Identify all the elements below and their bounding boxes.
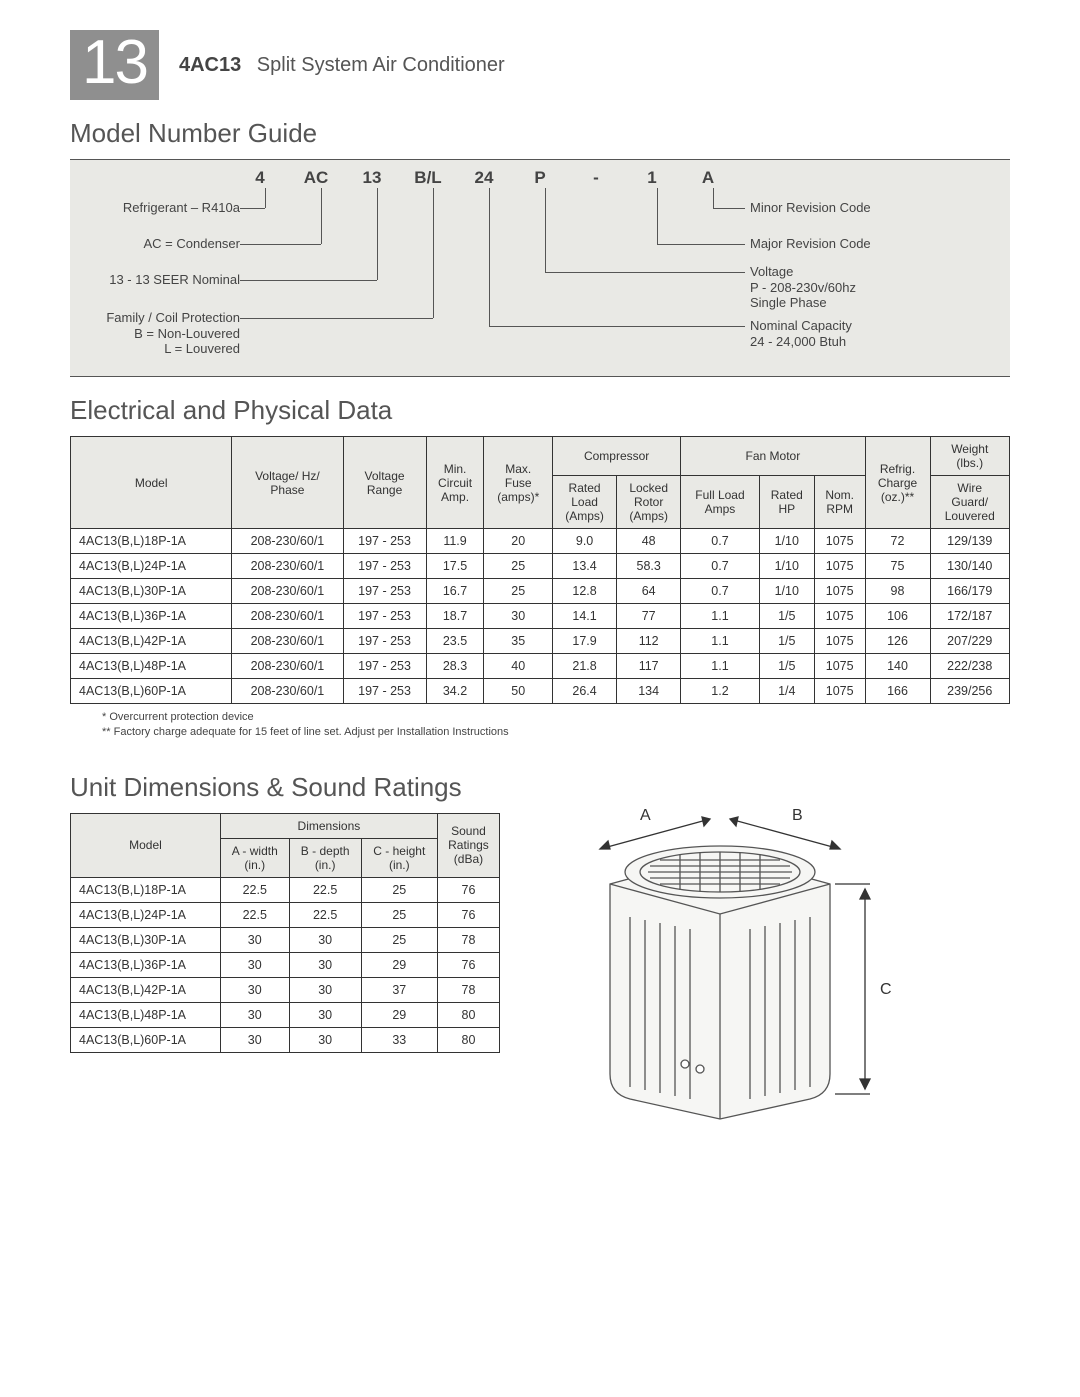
th-fan-hp: Rated HP [759, 476, 814, 529]
model-code-segment: 24 [464, 168, 504, 188]
th-comp-lra: Locked Rotor (Amps) [617, 476, 681, 529]
diagram-label-a: A [640, 807, 651, 824]
elec-data-heading: Electrical and Physical Data [70, 395, 1010, 426]
table-row: 4AC13(B,L)42P-1A208-230/60/1197 - 25323.… [71, 629, 1010, 654]
footnote-2: ** Factory charge adequate for 15 feet o… [102, 725, 1010, 740]
model-code-segment: AC [296, 168, 336, 188]
th-vrange: Voltage Range [343, 437, 426, 529]
guide-label-voltage: Voltage P - 208-230v/60hz Single Phase [750, 264, 856, 311]
th-comp-rla: Rated Load (Amps) [553, 476, 617, 529]
model-code-segment: P [520, 168, 560, 188]
th-fan-fla: Full Load Amps [681, 476, 759, 529]
footnote-1: * Overcurrent protection device [102, 710, 1010, 725]
table-row: 4AC13(B,L)60P-1A208-230/60/1197 - 25334.… [71, 679, 1010, 704]
diagram-label-c: C [880, 981, 892, 998]
model-number-guide-diagram: 4 AC 13 B/L 24 P-1A Refrigerant – R410a AC = … [70, 159, 1010, 377]
th-weight-sub: Wire Guard/ Louvered [930, 476, 1009, 529]
th-dim-c: C - height (in.) [361, 838, 437, 877]
model-code-segment: 4 [240, 168, 280, 188]
product-name: Split System Air Conditioner [257, 54, 505, 76]
section-number-badge: 13 [70, 30, 159, 100]
th-dim-model: Model [71, 813, 221, 877]
th-weight: Weight (lbs.) [930, 437, 1009, 476]
page-header: 13 4AC13 Split System Air Conditioner [70, 30, 1010, 100]
guide-label-condenser: AC = Condenser [144, 236, 240, 252]
table-row: 4AC13(B,L)60P-1A30303380 [71, 1027, 500, 1052]
model-code-segment: 13 [352, 168, 392, 188]
model-code-segment: 1 [632, 168, 672, 188]
th-dim-a: A - width (in.) [220, 838, 289, 877]
model-guide-heading: Model Number Guide [70, 118, 1010, 149]
th-compressor: Compressor [553, 437, 681, 476]
table-row: 4AC13(B,L)30P-1A30302578 [71, 927, 500, 952]
table-row: 4AC13(B,L)24P-1A208-230/60/1197 - 25317.… [71, 554, 1010, 579]
table-row: 4AC13(B,L)42P-1A30303778 [71, 977, 500, 1002]
unit-dimension-diagram: A B C [530, 754, 1010, 1139]
th-dim-b: B - depth (in.) [289, 838, 361, 877]
model-code-segment: - [576, 168, 616, 188]
th-refrig: Refrig. Charge (oz.)** [865, 437, 930, 529]
th-model: Model [71, 437, 232, 529]
table-row: 4AC13(B,L)36P-1A30302976 [71, 952, 500, 977]
table-row: 4AC13(B,L)48P-1A208-230/60/1197 - 25328.… [71, 654, 1010, 679]
table-row: 4AC13(B,L)36P-1A208-230/60/1197 - 25318.… [71, 604, 1010, 629]
th-min-circuit: Min. Circuit Amp. [426, 437, 484, 529]
electrical-physical-table: Model Voltage/ Hz/ Phase Voltage Range M… [70, 436, 1010, 704]
guide-label-seer: 13 - 13 SEER Nominal [109, 272, 240, 288]
guide-label-minor-rev: Minor Revision Code [750, 200, 871, 216]
th-sound: Sound Ratings (dBa) [437, 813, 499, 877]
dimensions-heading: Unit Dimensions & Sound Ratings [70, 772, 500, 803]
model-code-segment: A [688, 168, 728, 188]
th-fan-rpm: Nom. RPM [814, 476, 865, 529]
th-max-fuse: Max. Fuse (amps)* [484, 437, 553, 529]
guide-label-capacity: Nominal Capacity 24 - 24,000 Btuh [750, 318, 852, 349]
table-row: 4AC13(B,L)24P-1A22.522.52576 [71, 902, 500, 927]
guide-label-refrigerant: Refrigerant – R410a [123, 200, 240, 216]
table-row: 4AC13(B,L)30P-1A208-230/60/1197 - 25316.… [71, 579, 1010, 604]
model-code-segment: B/L [408, 168, 448, 188]
footnotes: * Overcurrent protection device ** Facto… [102, 710, 1010, 740]
guide-label-family: Family / Coil Protection B = Non-Louvere… [106, 310, 240, 357]
th-vhp: Voltage/ Hz/ Phase [232, 437, 343, 529]
diagram-label-b: B [792, 807, 803, 824]
guide-label-major-rev: Major Revision Code [750, 236, 871, 252]
table-row: 4AC13(B,L)18P-1A208-230/60/1197 - 25311.… [71, 529, 1010, 554]
dimensions-sound-table: Model Dimensions Sound Ratings (dBa) A -… [70, 813, 500, 1053]
table-row: 4AC13(B,L)18P-1A22.522.52576 [71, 877, 500, 902]
table-row: 4AC13(B,L)48P-1A30302980 [71, 1002, 500, 1027]
product-line: 4AC13 Split System Air Conditioner [179, 54, 505, 77]
product-code: 4AC13 [179, 54, 241, 76]
th-dimensions: Dimensions [220, 813, 437, 838]
th-fan: Fan Motor [681, 437, 865, 476]
